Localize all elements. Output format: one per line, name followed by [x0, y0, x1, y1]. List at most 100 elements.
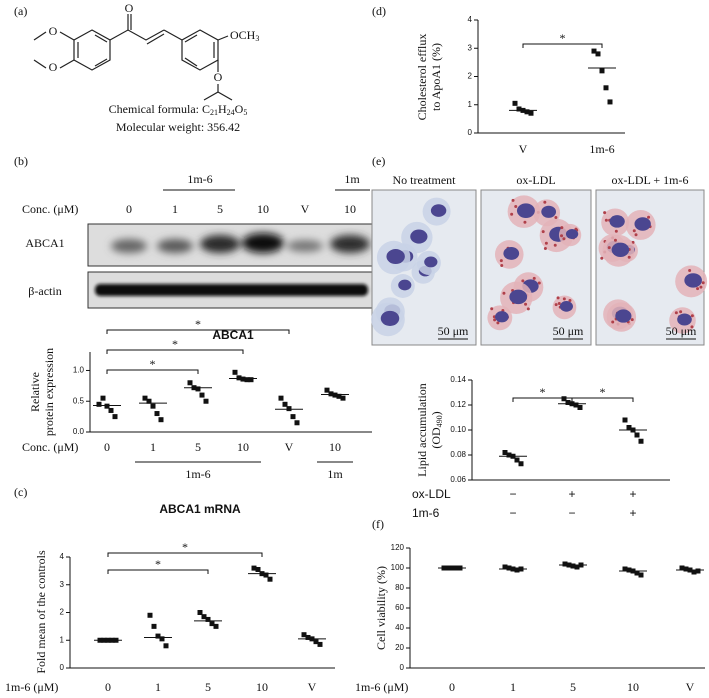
point	[232, 369, 238, 375]
x-tick-label: 10	[627, 680, 639, 694]
lipid-droplet	[553, 243, 557, 247]
bond	[33, 59, 47, 69]
micrograph-title: ox-LDL	[516, 173, 555, 187]
y-tick-label: 60	[395, 603, 404, 612]
y-tick-label: 100	[391, 563, 405, 572]
nucleus	[609, 215, 625, 228]
point	[502, 450, 508, 455]
atom: O	[49, 60, 58, 74]
point	[108, 407, 114, 413]
x-tick-label: 5	[205, 680, 211, 694]
bond	[59, 59, 75, 69]
nucleus	[398, 279, 412, 291]
lipid-droplet	[607, 246, 611, 250]
lipid-droplet	[514, 205, 518, 209]
lipid-droplet	[600, 256, 604, 260]
lipid-droplet	[630, 318, 634, 322]
x-tick-label: V	[308, 680, 317, 694]
lipid-droplet	[543, 200, 547, 204]
point	[695, 568, 701, 574]
point	[96, 401, 102, 407]
point	[142, 395, 148, 401]
blot-bands	[95, 284, 368, 296]
lipid-droplet	[604, 218, 608, 222]
y-tick-label: 0.14	[450, 375, 466, 384]
lipid-droplet	[674, 311, 678, 315]
scale-bar-label: 50 μm	[438, 324, 469, 338]
point	[514, 567, 520, 573]
nucleus	[634, 217, 651, 231]
nucleus	[430, 204, 447, 217]
lipid-droplet	[496, 321, 500, 325]
band	[287, 240, 323, 252]
point	[155, 633, 161, 639]
lipid-droplet	[688, 269, 692, 273]
y-tick-label: 0.12	[450, 400, 466, 409]
y-tick-label: 40	[395, 623, 404, 632]
formula-part: Chemical formula: C	[109, 102, 210, 116]
row-label: 1m-6	[412, 506, 440, 520]
point	[691, 569, 697, 575]
lipid-droplet	[554, 215, 558, 219]
lipid-droplet	[611, 320, 615, 324]
lipid-droplet	[511, 198, 515, 202]
significance-bracket	[106, 369, 199, 374]
point	[512, 100, 518, 106]
point	[199, 392, 205, 398]
atom: O	[49, 24, 58, 38]
lipid-droplet	[562, 297, 566, 301]
significance-label: *	[195, 317, 201, 331]
lipid-droplet	[532, 276, 536, 280]
point	[570, 563, 576, 569]
lipid-droplet	[562, 237, 566, 241]
point	[150, 403, 156, 409]
band-label: ABCA1	[25, 236, 64, 250]
nucleus	[516, 203, 535, 218]
point	[255, 566, 261, 572]
point	[506, 565, 512, 571]
point	[328, 391, 334, 397]
significance-label: *	[560, 31, 566, 45]
point	[278, 395, 284, 401]
lipid-droplet	[544, 241, 548, 245]
point	[146, 398, 152, 404]
molecular-weight: Molecular weight: 356.42	[116, 120, 240, 134]
lipid-droplet	[493, 318, 497, 322]
point	[502, 564, 508, 570]
x-tick-label: 0	[104, 440, 110, 454]
lipid-droplet	[541, 230, 545, 234]
y-tick-label: 2	[60, 608, 65, 617]
lipid-droplet	[634, 233, 638, 237]
structure	[33, 14, 233, 101]
point	[294, 420, 300, 426]
y-tick-label: 1	[468, 100, 473, 109]
lipid-droplet	[537, 281, 541, 285]
lipid-droplet	[632, 229, 636, 233]
point	[251, 565, 257, 571]
formula-part: H	[218, 102, 227, 116]
y-tick-label: 3	[468, 43, 473, 52]
y-tick-label: 0.5	[73, 396, 85, 405]
point	[562, 561, 568, 567]
group-label: 1m-6	[185, 467, 210, 481]
nucleus	[615, 309, 632, 323]
y-axis-label: Lipid accumulation	[415, 383, 429, 477]
point	[313, 639, 319, 645]
group-label: 1m	[344, 172, 360, 186]
x-tick-label: 10	[256, 680, 268, 694]
lipid-droplet	[603, 211, 607, 215]
lipid-droplet	[614, 229, 618, 233]
lane-label: 0	[126, 202, 132, 216]
lipid-droplet	[701, 281, 705, 285]
band	[157, 239, 193, 253]
nucleus	[503, 246, 520, 260]
lipid-droplet	[500, 264, 504, 268]
y-tick-label: 0.0	[73, 427, 85, 436]
point	[638, 438, 644, 444]
point	[516, 106, 522, 112]
y-axis-label-part: (OD	[429, 427, 443, 449]
y-axis-label: Fold mean of the controls	[34, 550, 48, 674]
x-axis-label: 1m-6 (μM)	[5, 680, 58, 694]
significance-label: *	[172, 337, 178, 351]
y-axis-label: Cholesterol efflux	[415, 34, 429, 121]
